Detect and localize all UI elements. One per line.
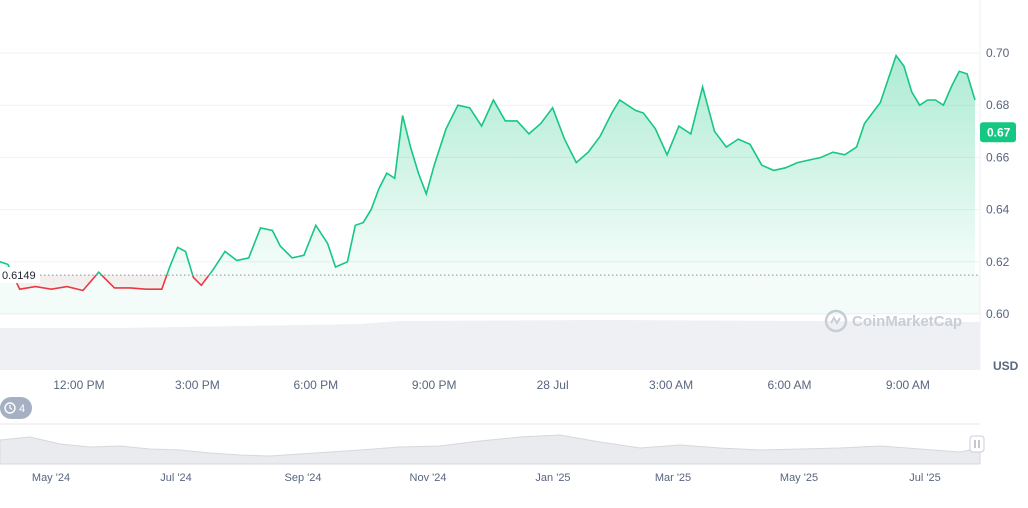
x-tick-label: 12:00 PM	[53, 378, 104, 392]
price-line-down	[12, 275, 211, 292]
y-tick-label: 0.64	[986, 203, 1010, 217]
range-navigator[interactable]: May '24 Jul '24 Sep '24 Nov '24 Jan '25 Mar '…	[0, 423, 985, 484]
x-axis: 12:00 PM 3:00 PM 6:00 PM 9:00 PM 28 Jul 3:00 …	[53, 378, 930, 392]
navigator-label: Mar '25	[655, 472, 691, 484]
navigator-label: Sep '24	[285, 472, 322, 484]
y-tick-label: 0.66	[986, 150, 1010, 164]
watermark-text: CoinMarketCap	[852, 313, 962, 330]
navigator-handle[interactable]	[969, 435, 985, 453]
area-fill-up	[0, 55, 975, 276]
currency-label: USD	[993, 359, 1019, 373]
y-tick-label: 0.68	[986, 98, 1010, 112]
reference-price-label: 0.6149	[0, 267, 40, 284]
x-tick-label: 3:00 AM	[649, 378, 693, 392]
price-line-up	[0, 53, 976, 276]
navigator-label: Nov '24	[410, 472, 447, 484]
events-count: 4	[19, 403, 25, 415]
current-price-text: 0.67	[987, 125, 1011, 139]
history-icon	[4, 402, 16, 414]
x-tick-label: 6:00 PM	[293, 378, 338, 392]
events-badge[interactable]: 4	[0, 397, 32, 419]
y-axis: 0.60 0.62 0.64 0.66 0.68 0.70	[986, 46, 1010, 321]
navigator-area	[0, 434, 981, 465]
x-tick-label: 28 Jul	[537, 378, 569, 392]
navigator-label: Jan '25	[535, 472, 570, 484]
y-tick-label: 0.70	[986, 46, 1010, 60]
area-fill-base	[0, 275, 980, 314]
navigator-label: Jul '25	[909, 472, 940, 484]
reference-price-text: 0.6149	[2, 270, 36, 282]
watermark: CoinMarketCap	[824, 309, 962, 333]
navigator-label: May '24	[32, 472, 70, 484]
x-tick-label: 6:00 AM	[767, 378, 811, 392]
y-tick-label: 0.62	[986, 255, 1010, 269]
navigator-label: May '25	[780, 472, 818, 484]
y-tick-label: 0.60	[986, 307, 1010, 321]
volume-area	[0, 320, 980, 370]
x-tick-label: 3:00 PM	[175, 378, 220, 392]
navigator-label: Jul '24	[160, 472, 191, 484]
x-tick-label: 9:00 AM	[886, 378, 930, 392]
current-price-badge: 0.67	[980, 122, 1016, 143]
x-tick-label: 9:00 PM	[412, 378, 457, 392]
